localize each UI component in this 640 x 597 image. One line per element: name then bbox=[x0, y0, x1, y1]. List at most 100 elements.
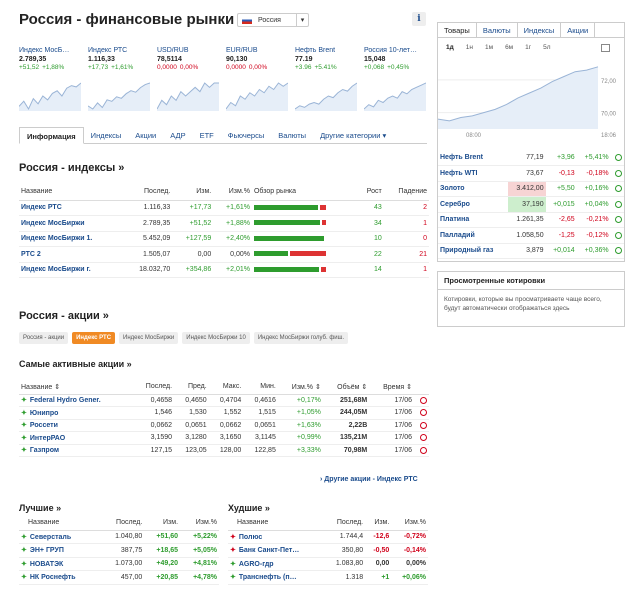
commodity-name[interactable]: Золото bbox=[438, 181, 508, 197]
share-name[interactable]: ✦ НОВАТЭК bbox=[19, 557, 101, 571]
share-change: -12,6 bbox=[365, 530, 392, 544]
panel-tab[interactable]: Акции bbox=[561, 23, 596, 37]
shares-filter-pill[interactable]: Индекс МосБиржи bbox=[119, 332, 179, 344]
share-name[interactable]: ✦ Банк Санкт-Пет… bbox=[228, 543, 325, 558]
table-row[interactable]: Индекс МосБиржи 1. 5.452,09 +127,59 +2,40% 1… bbox=[19, 231, 429, 247]
share-name[interactable]: ✦ Северсталь bbox=[19, 530, 101, 544]
table-row[interactable]: Индекс МосБиржи 2.789,35 +51,52 +1,88% 34 1 bbox=[19, 215, 429, 232]
commodity-name[interactable]: Палладий bbox=[438, 227, 508, 244]
column-header[interactable]: Мин. bbox=[243, 380, 278, 395]
index-name[interactable]: РТС 2 bbox=[19, 246, 124, 263]
table-row[interactable]: ✦ ИнтерРАО 3,1590 3,1280 3,1650 3,1145 +0,99% 1… bbox=[19, 431, 429, 445]
worst-title[interactable]: Худшие » bbox=[228, 503, 270, 513]
table-row[interactable]: Индекс МосБиржи г. 18.032,70 +354,86 +2,01%… bbox=[19, 262, 429, 278]
period-option[interactable]: 6м bbox=[505, 44, 514, 51]
ticker-card[interactable]: Индекс РТС 1.116,33 +17,73 +1,61% bbox=[88, 47, 154, 113]
panel-tab[interactable]: Индексы bbox=[518, 23, 562, 37]
shares-filter-pill[interactable]: Россия - акции bbox=[19, 332, 69, 344]
commodity-name[interactable]: Нефть Brent bbox=[438, 150, 508, 166]
share-name[interactable]: ✦ ЭН+ ГРУП bbox=[19, 543, 101, 558]
share-name[interactable]: ✦ Газпром bbox=[19, 444, 133, 457]
period-option[interactable]: 1д bbox=[446, 44, 454, 51]
panel-tab[interactable]: Валюты bbox=[477, 23, 518, 37]
table-row[interactable]: Нефть Brent 77,19 +3,96 +5,41% bbox=[438, 150, 624, 166]
table-row[interactable]: Нефть WTI 73,67 -0,13 -0,18% bbox=[438, 165, 624, 182]
column-header[interactable]: Пред. bbox=[174, 380, 209, 395]
index-name[interactable]: Индекс РТС bbox=[19, 200, 124, 216]
panel-tab[interactable]: Товары bbox=[438, 23, 477, 37]
category-tab[interactable]: Информация bbox=[19, 127, 84, 144]
ticker-card[interactable]: Россия 10-лет… 15,048 +0,068 +0,45% bbox=[364, 47, 430, 113]
column-header[interactable]: Название ⇕ bbox=[19, 380, 133, 395]
table-row[interactable]: Золото 3.412,00 +5,50 +0,16% bbox=[438, 181, 624, 197]
share-last: 3,1590 bbox=[132, 431, 175, 445]
table-row[interactable]: ✦ ЭН+ ГРУП 387,75 +18,65 +5,05% bbox=[19, 543, 219, 558]
column-header[interactable]: Объём ⇕ bbox=[322, 380, 370, 395]
table-row[interactable]: ✦ Россети 0,0662 0,0651 0,0662 0,0651 +1,63% 2,… bbox=[19, 419, 429, 432]
share-name[interactable]: ✦ Federal Hydro Gener. bbox=[19, 394, 133, 407]
period-option[interactable]: 1н bbox=[465, 44, 473, 51]
more-shares-link[interactable]: › Другие акции - Индекс РТС bbox=[320, 476, 418, 483]
indices-section-title[interactable]: Россия - индексы » bbox=[19, 162, 125, 174]
share-last: 350,80 bbox=[324, 543, 366, 558]
ticker-card[interactable]: USD/RUB 78,5114 0,0000 0,00% bbox=[157, 47, 223, 113]
table-row[interactable]: ✦ Полюс 1.744,4 -12,6 -0,72% bbox=[228, 530, 428, 544]
ticker-card[interactable]: EUR/RUB 90,130 0,0000 0,00% bbox=[226, 47, 292, 113]
category-tab[interactable]: Фьючерсы bbox=[227, 131, 265, 140]
table-row[interactable]: Серебро 37,190 +0,015 +0,04% bbox=[438, 196, 624, 213]
table-row[interactable]: РТС 2 1.505,07 0,00 0,00% 22 21 bbox=[19, 246, 429, 263]
table-row[interactable]: ✦ НК Роснефть 457,00 +20,85 +4,78% bbox=[19, 570, 219, 585]
share-name[interactable]: ✦ Полюс bbox=[228, 530, 325, 544]
commodity-name[interactable]: Платина bbox=[438, 212, 508, 228]
column-header[interactable]: Время ⇕ bbox=[369, 380, 414, 395]
column-header[interactable]: Изм.% ⇕ bbox=[277, 380, 323, 395]
info-icon[interactable]: i bbox=[412, 12, 426, 26]
shares-section-title[interactable]: Россия - акции » bbox=[19, 310, 109, 322]
index-name[interactable]: Индекс МосБиржи 1. bbox=[19, 231, 124, 247]
share-name[interactable]: ✦ ИнтерРАО bbox=[19, 431, 133, 445]
ticker-change: 0,0000 0,00% bbox=[226, 64, 292, 71]
category-tab[interactable]: Акции bbox=[135, 131, 157, 140]
column-header[interactable]: Послед. bbox=[132, 380, 175, 395]
commodity-name[interactable]: Серебро bbox=[438, 196, 508, 213]
category-tab[interactable]: Валюты bbox=[278, 131, 307, 140]
category-tab[interactable]: ETF bbox=[199, 131, 214, 140]
table-row[interactable]: ✦ Federal Hydro Gener. 0,4658 0,4650 0,4704 0… bbox=[19, 394, 429, 407]
table-row[interactable]: ✦ Газпром 127,15 123,05 128,00 122,85 +3,33% 70… bbox=[19, 444, 429, 457]
country-select[interactable]: Россия ▾ bbox=[237, 13, 309, 27]
share-name[interactable]: ✦ AGRO-гдр bbox=[228, 557, 325, 571]
category-tab[interactable]: Другие категории ▾ bbox=[320, 131, 387, 140]
column-header[interactable]: Макс. bbox=[208, 380, 244, 395]
table-row[interactable]: Индекс РТС 1.116,33 +17,73 +1,61% 43 2 bbox=[19, 200, 429, 216]
table-row[interactable]: ✦ Транснефть (п… 1.318 +1 +0,06% bbox=[228, 570, 428, 585]
table-row[interactable]: Природный газ 3,879 +0,014 +0,36% bbox=[438, 243, 624, 259]
commodity-name[interactable]: Нефть WTI bbox=[438, 165, 508, 182]
table-row[interactable]: ✦ НОВАТЭК 1.073,00 +49,20 +4,81% bbox=[19, 557, 219, 571]
table-row[interactable]: ✦ Банк Санкт-Пет… 350,80 -0,50 -0,14% bbox=[228, 543, 428, 558]
index-name[interactable]: Индекс МосБиржи bbox=[19, 215, 124, 232]
category-tab[interactable]: Индексы bbox=[90, 131, 122, 140]
ticker-card[interactable]: Индекс МосБ… 2.789,35 +51,52 +1,88% bbox=[19, 47, 85, 113]
shares-filter-pill[interactable]: Индекс МосБиржи голуб. фиш. bbox=[253, 332, 349, 344]
table-row[interactable]: Палладий 1.058,50 -1,25 -0,12% bbox=[438, 227, 624, 244]
shares-filter-pill[interactable]: Индекс МосБиржи 10 bbox=[182, 332, 250, 344]
table-row[interactable]: ✦ AGRO-гдр 1.083,80 0,00 0,00% bbox=[228, 557, 428, 571]
table-row[interactable]: Платина 1.261,35 -2,65 -0,21% bbox=[438, 212, 624, 228]
category-tab[interactable]: АДР bbox=[170, 131, 186, 140]
ticker-card[interactable]: Нефть Brent 77.19 +3.96 +5.41% bbox=[295, 47, 361, 113]
table-row[interactable]: ✦ Северсталь 1.040,80 +51,60 +5,22% bbox=[19, 530, 219, 544]
expand-chart-icon[interactable] bbox=[601, 44, 610, 52]
commodity-name[interactable]: Природный газ bbox=[438, 243, 508, 259]
index-name[interactable]: Индекс МосБиржи г. bbox=[19, 262, 124, 278]
best-title[interactable]: Лучшие » bbox=[19, 503, 62, 513]
shares-filter-pill[interactable]: Индекс РТС bbox=[72, 332, 116, 344]
share-name[interactable]: ✦ Юнипро bbox=[19, 406, 133, 420]
period-option[interactable]: 1г bbox=[525, 44, 532, 51]
period-option[interactable]: 5л bbox=[543, 44, 551, 51]
share-name[interactable]: ✦ НК Роснефть bbox=[19, 570, 101, 585]
period-option[interactable]: 1м bbox=[484, 44, 494, 51]
most-active-title[interactable]: Самые активные акции » bbox=[19, 359, 132, 369]
share-name[interactable]: ✦ Транснефть (п… bbox=[228, 570, 325, 585]
table-row[interactable]: ✦ Юнипро 1,546 1,530 1,552 1,515 +1,05% 244,05M… bbox=[19, 406, 429, 420]
share-name[interactable]: ✦ Россети bbox=[19, 419, 133, 432]
